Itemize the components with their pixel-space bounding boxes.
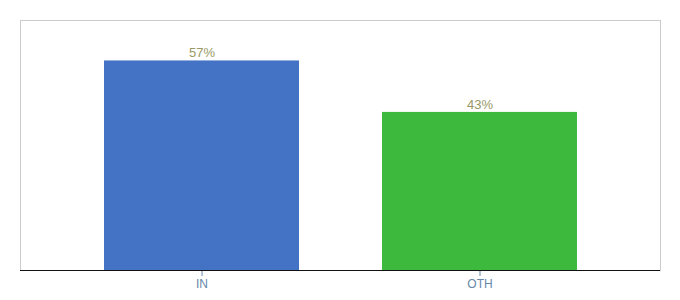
svg-text:57%: 57%	[189, 45, 215, 60]
svg-text:IN: IN	[196, 277, 208, 291]
svg-text:43%: 43%	[467, 97, 493, 112]
svg-text:OTH: OTH	[467, 277, 492, 291]
